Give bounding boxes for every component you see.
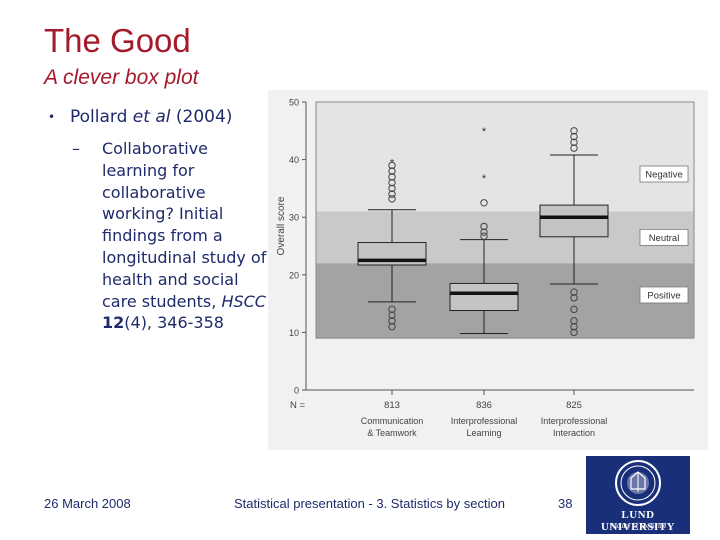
outlier-circle [480,222,488,231]
outlier-circle [570,317,578,325]
group-label: Interprofessional [541,416,608,426]
y-tick-label: 0 [294,386,299,396]
y-tick-label: 40 [289,155,299,165]
reference-volume: 12 [102,313,125,333]
outlier-circle [480,199,488,207]
reference-text: Collaborative learning for collaborative… [102,138,267,334]
n-value: 825 [566,400,582,411]
outlier-circle [570,138,578,147]
bullet-dot-icon: • [48,110,56,124]
outlier-circle [570,294,578,302]
reference-pages: (4), 346-358 [124,313,224,333]
reference-subbullet: – Collaborative learning for collaborati… [72,138,267,334]
band-negative [316,102,694,212]
outlier-circle [388,173,396,181]
slide-subtitle: A clever box plot [44,66,199,89]
citation-year: (2004) [170,107,233,127]
y-tick-label: 10 [289,328,299,338]
outlier-circle [388,305,396,314]
page-number: 38 [558,496,573,511]
outlier-circle [388,178,396,187]
outlier-circle [388,167,396,175]
outlier-circle [388,195,396,203]
y-tick-label: 50 [289,98,299,108]
outlier-circle [570,288,578,296]
y-tick-label: 30 [289,213,299,223]
dash-icon: – [72,139,80,158]
n-value: 813 [384,400,400,411]
band-label-box [639,286,689,304]
reference-journal: HSCC [221,291,266,311]
outlier-circle [388,317,396,325]
slide-title: The Good [44,22,191,59]
outlier-circle [388,311,396,319]
group-label: Learning [466,428,501,438]
band-label-box [639,228,689,246]
reference-title: Collaborative learning for collaborative… [102,139,267,311]
group-label: & Teamwork [367,428,417,438]
citation-text: Pollard et al (2004) [70,106,232,128]
outlier-circle [388,322,396,331]
outlier-circle [480,228,488,236]
band-label-box [639,165,689,183]
band-label: Negative [645,170,683,181]
outlier-star: * [390,157,395,169]
box-iqr [539,204,609,238]
outlier-circle [570,305,578,314]
outlier-circle [388,184,396,193]
outlier-circle [570,328,578,337]
outlier-circle [570,144,578,152]
outlier-circle [570,127,578,135]
logo-faculty: Faculty of Medicine [609,522,667,530]
outlier-circle [570,132,578,141]
logo-university-name: LUND UNIVERSITY [600,509,676,533]
group-label: Communication [361,416,424,426]
n-label: N = [290,400,306,411]
band-label: Neutral [649,233,680,244]
citation-etal: et al [132,107,171,127]
band-label: Positive [647,290,680,301]
university-seal-icon [615,460,661,506]
lund-university-logo: LUND UNIVERSITY Faculty of Medicine [586,456,690,534]
group-label: Interprofessional [451,416,518,426]
y-axis-title: Overall score [276,196,287,255]
outlier-star: * [482,173,487,185]
outlier-circle [480,232,488,240]
n-value: 836 [476,400,492,411]
footer-date: 26 March 2008 [44,496,131,511]
group-label: Interaction [553,428,595,438]
box-plot-chart: 0 10 20 30 40 50 Overall score * * * Negative Neu… [268,90,708,450]
outlier-circle [570,322,578,331]
outlier-circle [388,190,396,198]
box-iqr [449,282,519,312]
y-tick-label: 20 [289,270,299,280]
footer-title: Statistical presentation - 3. Statistics… [234,496,505,511]
outlier-star: * [482,126,487,138]
citation-authors: Pollard [70,107,133,127]
plot-frame [315,101,695,339]
outlier-circle [388,161,396,170]
